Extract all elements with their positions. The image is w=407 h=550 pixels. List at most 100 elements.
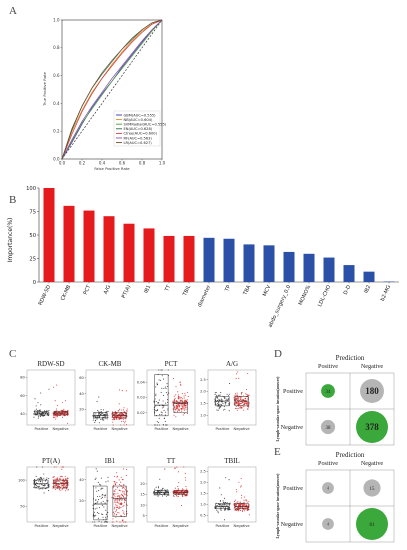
scatter-point [56,415,58,417]
scatter-point [248,405,250,408]
scatter-point [46,477,48,479]
scatter-point [121,502,123,504]
bar-xtick-label: D-D [343,284,353,295]
scatter-point [41,414,43,417]
scatter-xtick-label: Negative [53,427,70,431]
scatter-point [116,520,118,522]
scatter-point [114,501,116,503]
scatter-point [35,486,37,488]
scatter-point [97,517,99,519]
scatter-point [107,410,109,412]
scatter-point [180,491,182,493]
scatter-point [223,409,225,411]
roc-chart: 0.00.0 0.2 0.2 0.4 0.4 0.6 0.6 0.8 0.8 1.0 1.0 Fal… [42,17,167,171]
scatter-point [126,512,128,515]
scatter-point [98,520,100,522]
scatter-point [126,493,128,495]
scatter-point [107,511,109,514]
box-iqr [154,374,169,417]
scatter-point [166,383,168,385]
scatter-point [45,478,48,481]
scatter-point [224,408,226,410]
scatter-point [33,413,35,415]
scatter-point [183,397,185,399]
roc-line-lr [61,19,163,160]
scatter-point [39,477,41,479]
bar-ck-mb [63,205,75,282]
scatter-point [116,418,118,420]
scatter-point [155,409,157,411]
scatter-point [104,494,107,496]
scatter-panel-title: TT [167,457,176,465]
roc-ytick-label: 0.8 [53,45,60,50]
scatter-point [106,410,108,412]
scatter-point [156,384,159,386]
scatter-point [236,398,238,400]
scatter-panel-pct: PCT 0.02 0.03 0.04 Positive Negative [137,360,196,431]
scatter-point [118,414,120,416]
scatter-point [238,508,240,511]
scatter-point [239,486,242,488]
scatter-point [179,493,181,495]
scatter-point [106,418,108,420]
scatter-point [118,506,120,508]
scatter-point [229,383,231,385]
scatter-point [58,483,60,485]
scatter-point [43,477,45,479]
scatter-point [60,485,62,487]
scatter-point [116,513,118,515]
scatter-point [120,490,122,492]
scatter-point [122,519,124,521]
scatter-point [55,418,57,420]
scatter-point [62,484,64,486]
scatter-point [241,401,243,403]
scatter-point [126,408,128,410]
scatter-point [245,499,247,501]
scatter-point [118,507,120,509]
scatter-point [241,392,243,394]
bar-tt [163,235,175,282]
scatter-point [157,402,159,404]
scatter-point [112,511,115,513]
scatter-point [124,494,126,496]
bar-mcv [263,245,275,282]
roc-xtick-label: 0.8 [139,161,146,166]
scatter-point [111,419,114,421]
scatter-point [238,377,240,379]
roc-xtick-label: 0.4 [99,161,106,166]
scatter-point [92,419,94,421]
scatter-point [56,384,58,386]
scatter-point [61,416,63,418]
scatter-point [184,403,186,406]
scatter-point [179,398,181,400]
cm-col-label: Positive [318,363,338,370]
scatter-point [223,503,225,505]
scatter-point [242,504,244,506]
scatter-point [247,372,249,375]
scatter-point [113,419,115,421]
scatter-point [237,401,239,403]
scatter-point [218,503,220,505]
scatter-point [124,491,126,493]
scatter-point [112,421,114,423]
scatter-point [167,369,169,371]
bar-ib2 [363,271,375,282]
scatter-point [172,405,174,407]
scatter-ytick-label: 1.0 [200,503,206,507]
scatter-point [184,392,186,394]
scatter-point [125,521,127,523]
scatter-point [223,396,225,398]
scatter-point [158,421,160,424]
scatter-point [102,493,104,495]
bar-ib1 [143,228,155,282]
scatter-xtick-label: Positive [215,524,230,528]
scatter-point [54,488,56,490]
cm-cell-circle [356,508,388,540]
scatter-xtick-label: Positive [93,427,108,431]
scatter-point [105,481,107,483]
scatter-point [44,480,47,482]
scatter-point [183,407,185,409]
scatter-point [220,505,223,507]
scatter-point [160,491,162,493]
scatter-point [67,489,69,491]
